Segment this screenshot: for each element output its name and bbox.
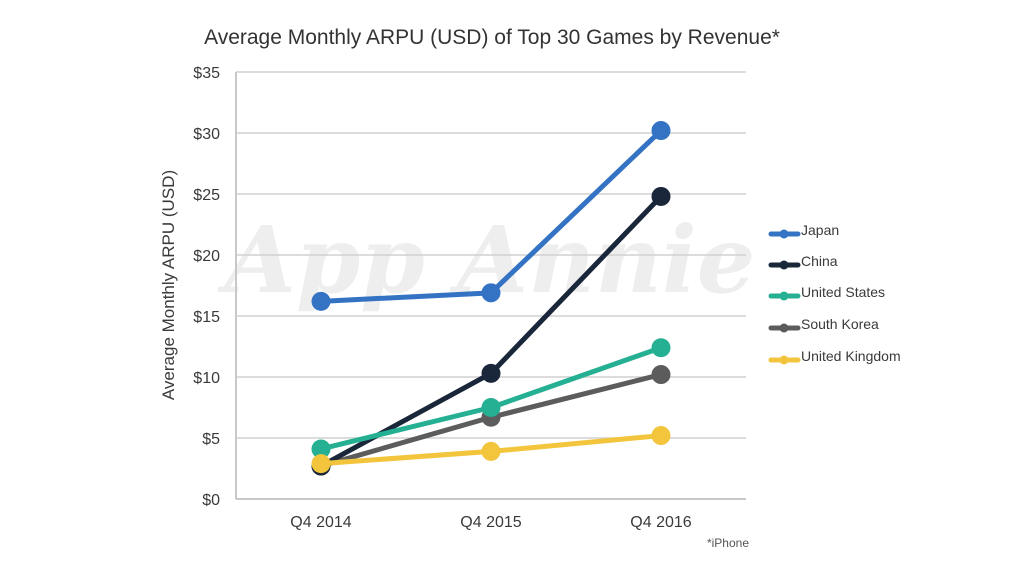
x-tick-label: Q4 2014 xyxy=(290,514,351,531)
chart-title: Average Monthly ARPU (USD) of Top 30 Gam… xyxy=(204,26,780,49)
data-point xyxy=(481,398,501,417)
footnote: *iPhone xyxy=(707,536,749,550)
data-point xyxy=(481,363,501,383)
y-tick-label: $15 xyxy=(193,309,220,326)
legend-item: China xyxy=(768,253,838,270)
series-group xyxy=(311,121,671,476)
y-tick-label: $5 xyxy=(202,431,220,448)
legend-label: China xyxy=(801,253,838,269)
legend-item: United Kingdom xyxy=(768,348,901,365)
y-tick-label: $35 xyxy=(193,65,220,82)
legend-label: Japan xyxy=(801,222,839,238)
data-point xyxy=(481,283,501,303)
legend-label: United States xyxy=(801,284,885,300)
y-tick-label: $20 xyxy=(193,248,220,265)
data-point xyxy=(311,291,331,311)
legend-marker xyxy=(779,323,789,333)
x-tick-label: Q4 2016 xyxy=(630,514,691,531)
legend-marker xyxy=(779,355,789,365)
data-point xyxy=(651,365,671,385)
x-tick-labels: Q4 2014 Q4 2015 Q4 2016 xyxy=(290,514,691,531)
legend-item: South Korea xyxy=(768,316,879,333)
legend-label: South Korea xyxy=(801,316,879,332)
y-tick-label: $30 xyxy=(193,126,220,143)
data-point xyxy=(481,441,501,461)
legend: Japan China United States South Korea United… xyxy=(768,222,901,365)
legend-item: United States xyxy=(768,284,885,301)
y-tick-labels: $0 $5 $10 $15 $20 $25 $30 $35 xyxy=(193,65,220,509)
y-tick-label: $10 xyxy=(193,370,220,387)
y-tick-label: $25 xyxy=(193,187,220,204)
legend-item: Japan xyxy=(768,222,839,239)
data-point xyxy=(651,426,671,446)
x-tick-label: Q4 2015 xyxy=(460,514,521,531)
data-point xyxy=(311,439,331,459)
series-japan xyxy=(311,121,671,311)
data-point xyxy=(651,121,671,141)
data-point xyxy=(651,186,671,206)
legend-marker xyxy=(779,260,789,270)
y-axis-label: Average Monthly ARPU (USD) xyxy=(159,170,178,400)
legend-marker xyxy=(779,229,789,239)
data-point xyxy=(311,454,331,474)
series-united-kingdom xyxy=(311,426,671,474)
data-point xyxy=(651,338,671,358)
series-united-states xyxy=(311,338,671,459)
y-tick-label: $0 xyxy=(202,492,220,509)
legend-marker xyxy=(779,291,789,301)
legend-label: United Kingdom xyxy=(801,348,901,364)
